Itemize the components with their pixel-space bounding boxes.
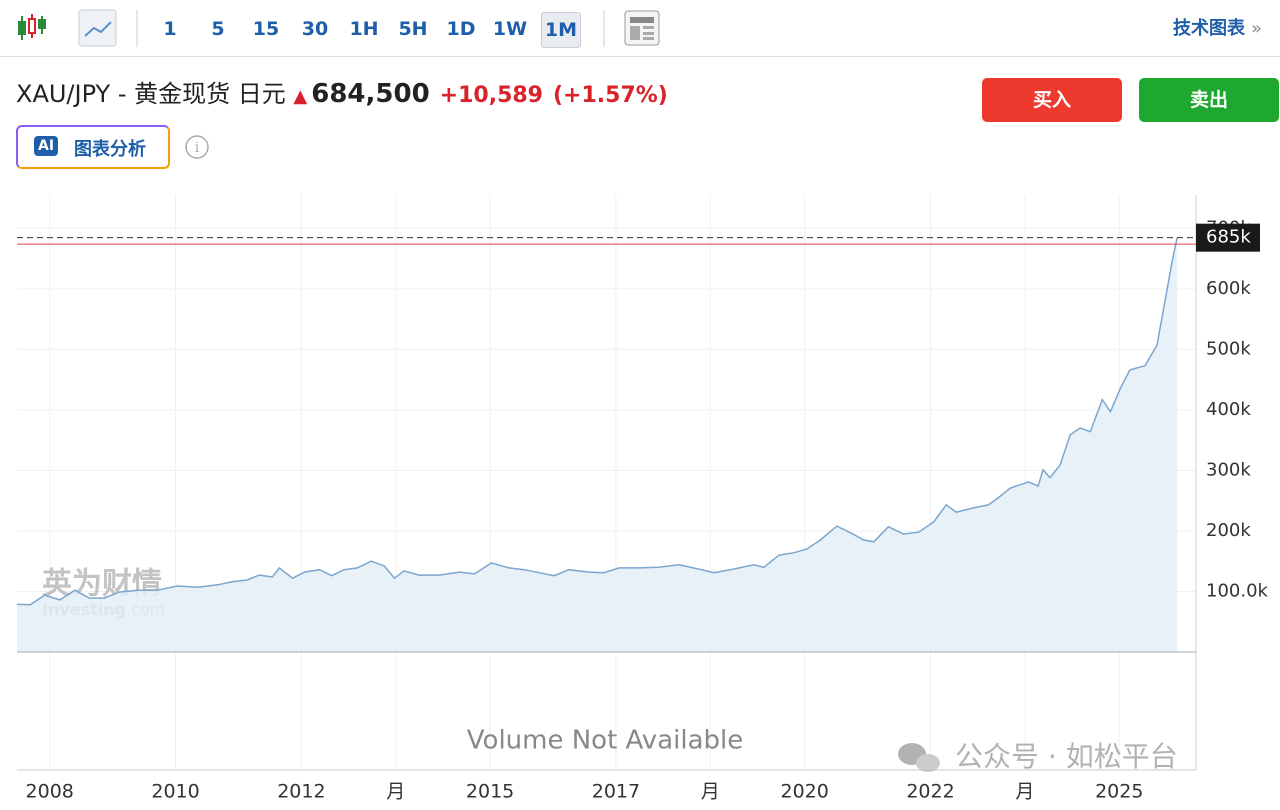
y-tick-label: 300k xyxy=(1206,459,1251,480)
ai-badge: AI xyxy=(34,136,59,156)
ai-analysis-button[interactable]: AI 图表分析 xyxy=(16,125,170,169)
y-tick-label: 100.0k xyxy=(1206,580,1269,601)
svg-text:i: i xyxy=(195,140,200,156)
up-arrow: ▲ xyxy=(293,86,308,107)
x-tick-label: 2025 xyxy=(1095,781,1143,803)
y-tick-label: 600k xyxy=(1206,278,1251,299)
sell-button[interactable]: 卖出 xyxy=(1139,78,1279,122)
change: +10,589 xyxy=(439,83,543,108)
y-tick-label: 400k xyxy=(1206,399,1251,420)
volume-note: Volume Not Available xyxy=(467,726,743,756)
technical-chart-link[interactable]: 技术图表» xyxy=(1173,14,1262,40)
x-tick-label: 2020 xyxy=(780,781,828,803)
price-line xyxy=(16,237,1178,606)
x-tick-label: 月 xyxy=(386,781,405,803)
change-percent: (+1.57%) xyxy=(553,83,668,108)
toolbar: 技术图表» 1 5 15 30 1H 5H 1D 1W 1M xyxy=(0,0,1280,57)
x-tick-label: 2008 xyxy=(26,781,74,803)
more-arrow: » xyxy=(1250,18,1262,39)
interval-button[interactable]: 5 xyxy=(211,18,225,40)
chart: 2008 2010 2012 月 2015 2017 月 2020 2022 月 2025 100.0… xyxy=(16,195,1269,803)
interval-button[interactable]: 1M xyxy=(541,12,581,48)
buy-button[interactable]: 买入 xyxy=(982,78,1122,122)
layout-icon[interactable] xyxy=(623,9,663,49)
ai-button-label: 图表分析 xyxy=(74,139,146,160)
x-tick-label: 2010 xyxy=(151,781,199,803)
info-icon[interactable]: i xyxy=(184,134,210,160)
toolbar-icons xyxy=(18,9,605,47)
social-watermark-text: 公众号 · 如松平台 xyxy=(955,740,1178,773)
price: 684,500 xyxy=(311,79,430,109)
last-price-box xyxy=(1196,223,1260,252)
interval-button[interactable]: 5H xyxy=(398,18,428,40)
interval-button[interactable]: 30 xyxy=(301,18,329,40)
x-tick-label: 2012 xyxy=(277,781,325,803)
interval-button[interactable]: 1 xyxy=(163,18,177,40)
x-tick-label: 2017 xyxy=(592,781,640,803)
technical-chart-label: 技术图表 xyxy=(1172,18,1245,39)
interval-button[interactable]: 1D xyxy=(446,18,476,40)
instrument-header: XAU/JPY - 黄金现货 日元 ▲ 684,500 +10,589 (+1.57%… xyxy=(16,74,668,109)
x-tick-label: 月 xyxy=(1015,781,1034,803)
instrument-title: XAU/JPY - 黄金现货 日元 xyxy=(16,80,286,108)
wechat-icon xyxy=(916,754,940,772)
interval-button[interactable]: 1W xyxy=(492,18,528,40)
x-tick-label: 月 xyxy=(701,781,720,803)
y-tick-label: 500k xyxy=(1206,338,1251,359)
x-tick-label: 2022 xyxy=(906,781,954,803)
interval-button[interactable]: 1H xyxy=(349,18,379,40)
area-fill xyxy=(17,237,1178,652)
interval-button[interactable]: 15 xyxy=(252,18,280,40)
last-price-label: 685k xyxy=(1206,227,1251,248)
social-watermark: 公众号 · 如松平台 xyxy=(898,740,1178,773)
x-tick-label: 2015 xyxy=(466,781,514,803)
y-tick-label: 200k xyxy=(1206,520,1251,541)
